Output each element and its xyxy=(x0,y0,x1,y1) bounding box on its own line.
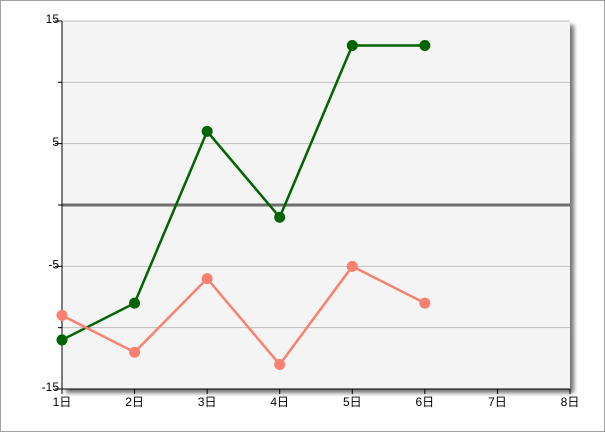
point xyxy=(274,211,286,223)
y-tick-label: -15 xyxy=(42,380,60,394)
y-tick-label: -5 xyxy=(48,258,59,272)
x-tick-label: 1日 xyxy=(53,395,72,409)
point xyxy=(201,273,213,285)
x-tick-label: 2日 xyxy=(125,395,144,409)
y-tick-label: 5 xyxy=(52,135,59,149)
x-tick-label: 5日 xyxy=(343,395,362,409)
series-line xyxy=(61,44,425,342)
point xyxy=(201,125,213,137)
point xyxy=(346,40,358,52)
point xyxy=(346,260,358,272)
x-tick-label: 8日 xyxy=(561,395,580,409)
x-tick-label: 3日 xyxy=(198,395,217,409)
point xyxy=(56,309,68,321)
y-tick-label: 15 xyxy=(46,12,60,26)
x-tick-label: 7日 xyxy=(488,395,507,409)
point xyxy=(274,358,286,370)
point xyxy=(419,297,431,309)
series-line xyxy=(61,264,426,367)
point xyxy=(129,297,141,309)
point xyxy=(419,40,431,52)
point xyxy=(129,346,141,358)
x-tick-label: 4日 xyxy=(270,395,289,409)
point xyxy=(56,334,68,346)
x-tick-label: 6日 xyxy=(416,395,435,409)
